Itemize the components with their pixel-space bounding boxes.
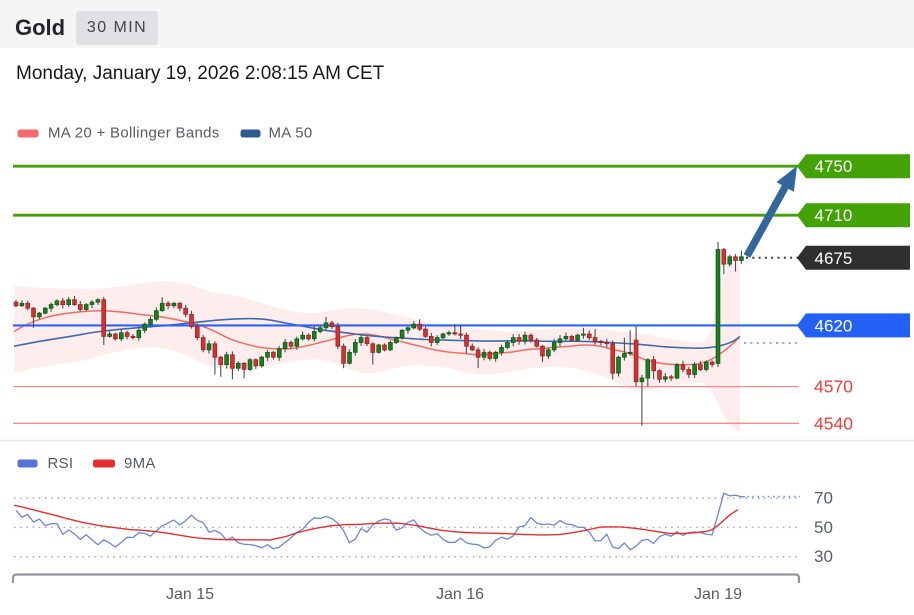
svg-text:Jan 19: Jan 19 [694, 586, 742, 603]
svg-text:4620: 4620 [815, 316, 853, 335]
svg-text:9MA: 9MA [124, 455, 156, 472]
svg-text:70: 70 [814, 489, 833, 508]
svg-text:4710: 4710 [815, 206, 853, 225]
svg-text:MA 20 + Bollinger Bands: MA 20 + Bollinger Bands [48, 125, 220, 142]
svg-text:Jan 15: Jan 15 [166, 586, 214, 603]
svg-text:30: 30 [814, 547, 833, 566]
svg-text:50: 50 [814, 518, 833, 537]
svg-text:4675: 4675 [815, 249, 853, 268]
svg-text:Jan 16: Jan 16 [436, 586, 484, 603]
svg-text:MA 50: MA 50 [269, 125, 313, 142]
svg-text:4750: 4750 [815, 157, 853, 176]
svg-text:4570: 4570 [814, 377, 853, 397]
svg-text:4540: 4540 [814, 413, 853, 433]
svg-text:RSI: RSI [48, 455, 74, 472]
